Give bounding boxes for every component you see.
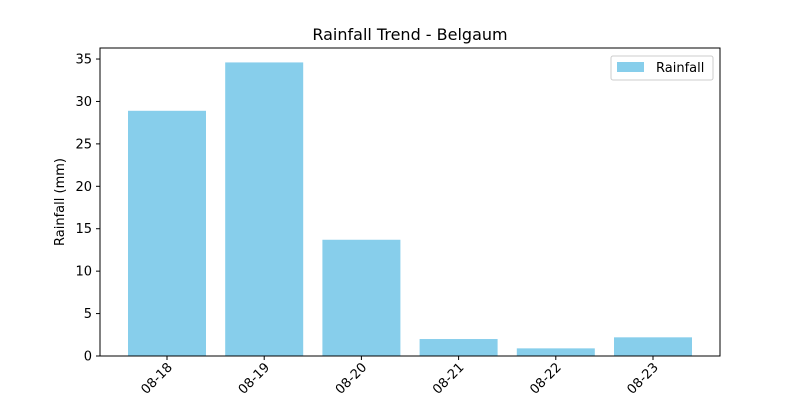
legend-swatch [617,62,644,72]
y-tick-label-20: 20 [75,180,92,195]
legend: Rainfall [610,55,714,81]
bar-08-18 [128,110,206,356]
bar-08-20 [322,239,401,356]
y-tick-label-35: 35 [75,53,92,68]
y-axis-label: Rainfall (mm) [53,158,68,246]
y-tick-label-30: 30 [75,95,92,110]
axes-frame [99,47,721,357]
y-tick-label-5: 5 [84,307,92,322]
plot-area: 08-18 08-19 08-20 08-21 08-22 08-230510152025… [75,53,692,398]
y-tick-label-10: 10 [75,265,92,280]
bar-08-22 [516,348,595,356]
y-tick-label-0: 0 [84,350,92,365]
bar-08-19 [225,62,304,357]
bar-08-23 [614,337,692,356]
legend-label: Rainfall [656,61,704,76]
chart-title: Rainfall Trend - Belgaum [312,25,507,44]
y-tick-label-25: 25 [75,137,92,152]
bar-08-21 [419,339,498,356]
y-tick-label-15: 15 [75,222,92,237]
